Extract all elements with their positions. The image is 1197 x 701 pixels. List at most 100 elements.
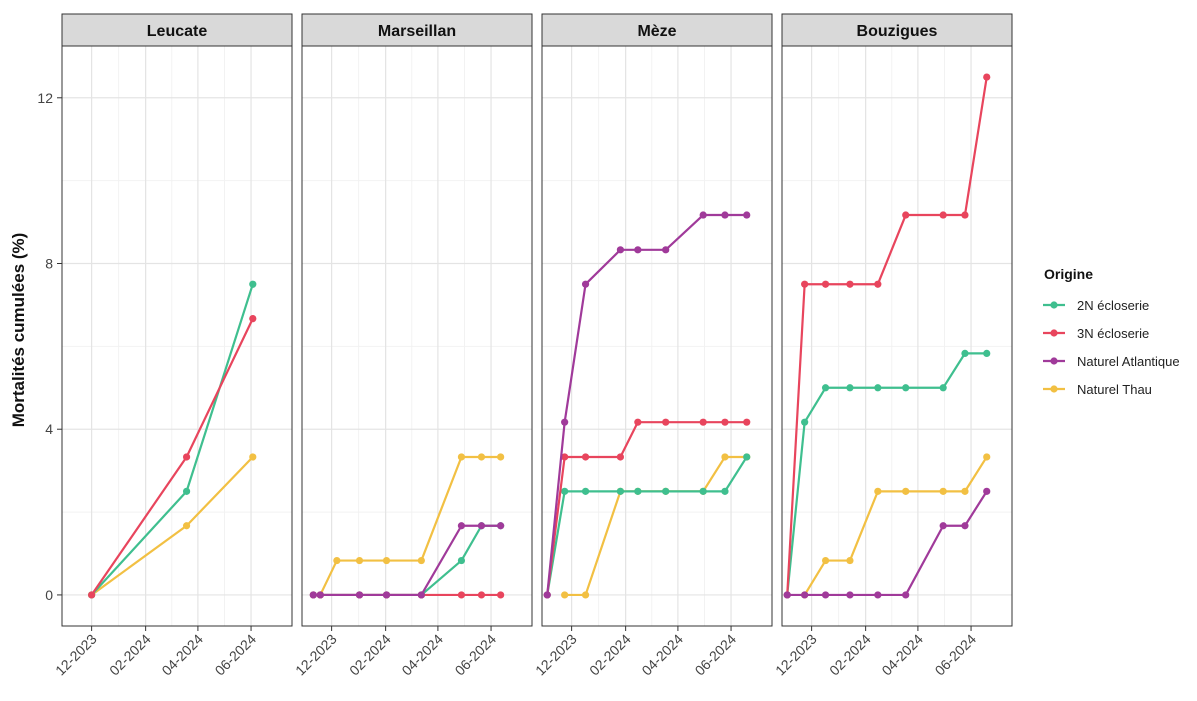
data-point xyxy=(382,556,391,565)
data-point xyxy=(355,556,364,565)
data-point xyxy=(561,453,569,461)
data-point xyxy=(874,384,882,392)
data-point xyxy=(182,453,191,461)
series-3n-ecloserie xyxy=(88,315,257,599)
data-point xyxy=(961,349,969,357)
legend-title: Origine xyxy=(1044,266,1093,282)
data-point xyxy=(581,591,590,599)
data-point xyxy=(743,418,751,426)
data-point xyxy=(846,591,854,599)
data-point xyxy=(634,487,642,495)
legend-item-naturel-thau: Naturel Thau xyxy=(1043,382,1152,397)
data-point xyxy=(721,211,729,219)
data-point xyxy=(902,211,910,219)
data-point xyxy=(699,487,707,495)
facet-strip xyxy=(541,13,773,47)
x-tick-label: 06-2024 xyxy=(932,631,980,679)
data-point xyxy=(961,522,969,530)
data-point xyxy=(939,522,947,530)
panel-background xyxy=(302,46,532,626)
x-tick-label: 06-2024 xyxy=(212,631,260,679)
series-3n-ecloserie xyxy=(783,73,991,599)
data-point xyxy=(821,556,830,565)
panel-background xyxy=(62,46,292,626)
facet-meze: Mèze 12-2023 02-2024 04-2024 06-2024 xyxy=(532,13,773,679)
series-naturel-atlantique xyxy=(783,487,991,599)
data-point xyxy=(616,453,625,461)
data-point xyxy=(821,280,830,288)
facet-title: Bouzigues xyxy=(857,23,938,40)
data-point xyxy=(497,591,505,599)
data-point xyxy=(477,453,486,461)
facet-marseillan: Marseillan 12-2023 02-2024 04-2024 06-2024 xyxy=(292,13,533,679)
panel-background xyxy=(542,46,772,626)
x-tick-label: 02-2024 xyxy=(586,631,634,679)
legend-key-point xyxy=(1050,385,1058,393)
facet-leucate: Leucate 12-2023 02-2024 04-2024 06-2024 xyxy=(52,13,293,679)
legend-label: 2N écloserie xyxy=(1077,298,1149,313)
series-naturel-atlantique xyxy=(543,211,751,599)
data-point xyxy=(561,591,569,599)
data-point xyxy=(616,487,625,495)
data-point xyxy=(902,591,910,599)
x-tick-label: 02-2024 xyxy=(826,631,874,679)
y-tick-label: 4 xyxy=(45,421,53,437)
data-point xyxy=(846,556,854,565)
data-point xyxy=(249,280,257,288)
data-point xyxy=(902,384,910,392)
legend-key-point xyxy=(1050,301,1058,309)
y-tick-label: 12 xyxy=(37,90,53,106)
data-point xyxy=(543,591,551,599)
x-tick-label: 06-2024 xyxy=(692,631,740,679)
data-point xyxy=(634,418,642,426)
legend: 2N écloserie 3N écloserie Naturel Atlantiq… xyxy=(1043,298,1180,397)
data-point xyxy=(801,418,809,426)
panel-background xyxy=(782,46,1012,626)
data-point xyxy=(983,453,991,461)
x-tick-label: 12-2023 xyxy=(532,631,580,679)
x-tick-label: 12-2023 xyxy=(772,631,820,679)
data-point xyxy=(457,556,466,565)
x-tick-label: 06-2024 xyxy=(452,631,500,679)
data-point xyxy=(821,591,830,599)
data-point xyxy=(961,487,969,495)
data-point xyxy=(846,384,854,392)
data-point xyxy=(457,522,466,530)
data-point xyxy=(662,246,670,254)
data-point xyxy=(939,211,947,219)
data-point xyxy=(182,487,191,495)
data-point xyxy=(249,315,257,323)
data-point xyxy=(721,453,729,461)
facet-bouzigues: Bouzigues 12-2023 02-2024 04-2024 06-2024 xyxy=(772,13,1013,679)
y-axis-label: Mortalités cumulées (%) xyxy=(9,233,28,428)
data-point xyxy=(983,349,991,357)
x-tick-label: 04-2024 xyxy=(878,631,926,679)
data-point xyxy=(721,487,729,495)
x-tick-label: 04-2024 xyxy=(638,631,686,679)
data-point xyxy=(457,591,466,599)
data-point xyxy=(581,280,590,288)
series-naturel-atlantique xyxy=(309,522,505,599)
data-point xyxy=(874,280,882,288)
data-point xyxy=(743,211,751,219)
data-point xyxy=(721,418,729,426)
data-point xyxy=(417,591,425,599)
y-tick-label: 0 xyxy=(45,587,53,603)
data-point xyxy=(581,487,590,495)
data-point xyxy=(983,73,991,81)
legend-label: 3N écloserie xyxy=(1077,326,1149,341)
data-point xyxy=(874,487,882,495)
data-point xyxy=(561,487,569,495)
data-point xyxy=(634,246,642,254)
data-point xyxy=(581,453,590,461)
data-point xyxy=(333,556,341,565)
data-point xyxy=(382,591,391,599)
data-point xyxy=(477,591,486,599)
data-point xyxy=(939,384,947,392)
panel-border xyxy=(541,45,773,627)
series-line xyxy=(803,456,988,596)
facet-strip xyxy=(61,13,293,47)
legend-label: Naturel Thau xyxy=(1077,382,1152,397)
